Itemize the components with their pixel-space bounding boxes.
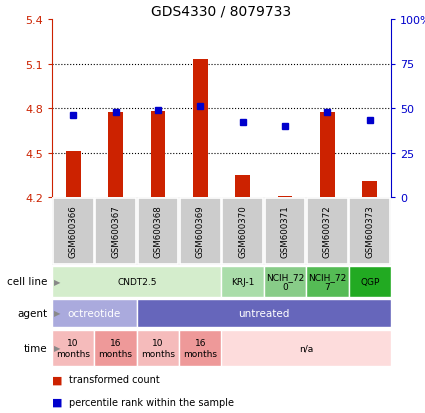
Text: GSM600371: GSM600371 xyxy=(280,205,289,258)
Text: percentile rank within the sample: percentile rank within the sample xyxy=(69,397,234,407)
Text: GSM600369: GSM600369 xyxy=(196,205,205,258)
Text: time: time xyxy=(24,343,48,353)
Bar xyxy=(180,199,221,264)
Text: ■: ■ xyxy=(52,374,62,385)
Bar xyxy=(320,113,335,197)
Bar xyxy=(349,199,390,264)
Text: untreated: untreated xyxy=(238,308,289,318)
Bar xyxy=(138,199,178,264)
Bar xyxy=(221,330,391,366)
Text: 10
months: 10 months xyxy=(56,339,90,358)
Bar xyxy=(52,330,94,366)
Text: QGP: QGP xyxy=(360,277,380,286)
Bar xyxy=(95,199,136,264)
Text: NCIH_72
7: NCIH_72 7 xyxy=(308,272,346,292)
Text: n/a: n/a xyxy=(299,344,313,353)
Text: cell line: cell line xyxy=(7,277,48,287)
Text: 16
months: 16 months xyxy=(183,339,217,358)
Bar xyxy=(235,176,250,197)
Text: GSM600368: GSM600368 xyxy=(153,205,162,258)
Bar xyxy=(52,267,221,297)
Bar xyxy=(66,152,81,197)
Bar xyxy=(363,181,377,197)
Bar xyxy=(52,299,137,327)
Bar xyxy=(348,267,391,297)
Bar xyxy=(221,267,264,297)
Text: ▶: ▶ xyxy=(54,277,61,286)
Text: agent: agent xyxy=(17,308,48,318)
Bar xyxy=(137,299,391,327)
Bar xyxy=(306,267,348,297)
Bar xyxy=(278,196,292,197)
Bar xyxy=(94,330,137,366)
Text: 16
months: 16 months xyxy=(99,339,133,358)
Bar xyxy=(307,199,348,264)
Text: ■: ■ xyxy=(52,397,62,407)
Bar xyxy=(264,267,306,297)
Bar xyxy=(53,199,94,264)
Text: transformed count: transformed count xyxy=(69,374,160,385)
Bar xyxy=(222,199,263,264)
Bar xyxy=(179,330,221,366)
Text: GSM600367: GSM600367 xyxy=(111,205,120,258)
Bar xyxy=(193,60,208,197)
Text: GSM600366: GSM600366 xyxy=(69,205,78,258)
Text: GSM600372: GSM600372 xyxy=(323,205,332,258)
Bar xyxy=(108,113,123,197)
Title: GDS4330 / 8079733: GDS4330 / 8079733 xyxy=(151,5,292,19)
Text: ▶: ▶ xyxy=(54,309,61,318)
Bar xyxy=(150,112,165,197)
Text: KRJ-1: KRJ-1 xyxy=(231,277,255,286)
Text: GSM600373: GSM600373 xyxy=(366,205,374,258)
Text: CNDT2.5: CNDT2.5 xyxy=(117,277,156,286)
Bar xyxy=(137,330,179,366)
Bar xyxy=(265,199,306,264)
Text: 10
months: 10 months xyxy=(141,339,175,358)
Text: ▶: ▶ xyxy=(54,344,61,353)
Text: NCIH_72
0: NCIH_72 0 xyxy=(266,272,304,292)
Text: GSM600370: GSM600370 xyxy=(238,205,247,258)
Text: octreotide: octreotide xyxy=(68,308,121,318)
